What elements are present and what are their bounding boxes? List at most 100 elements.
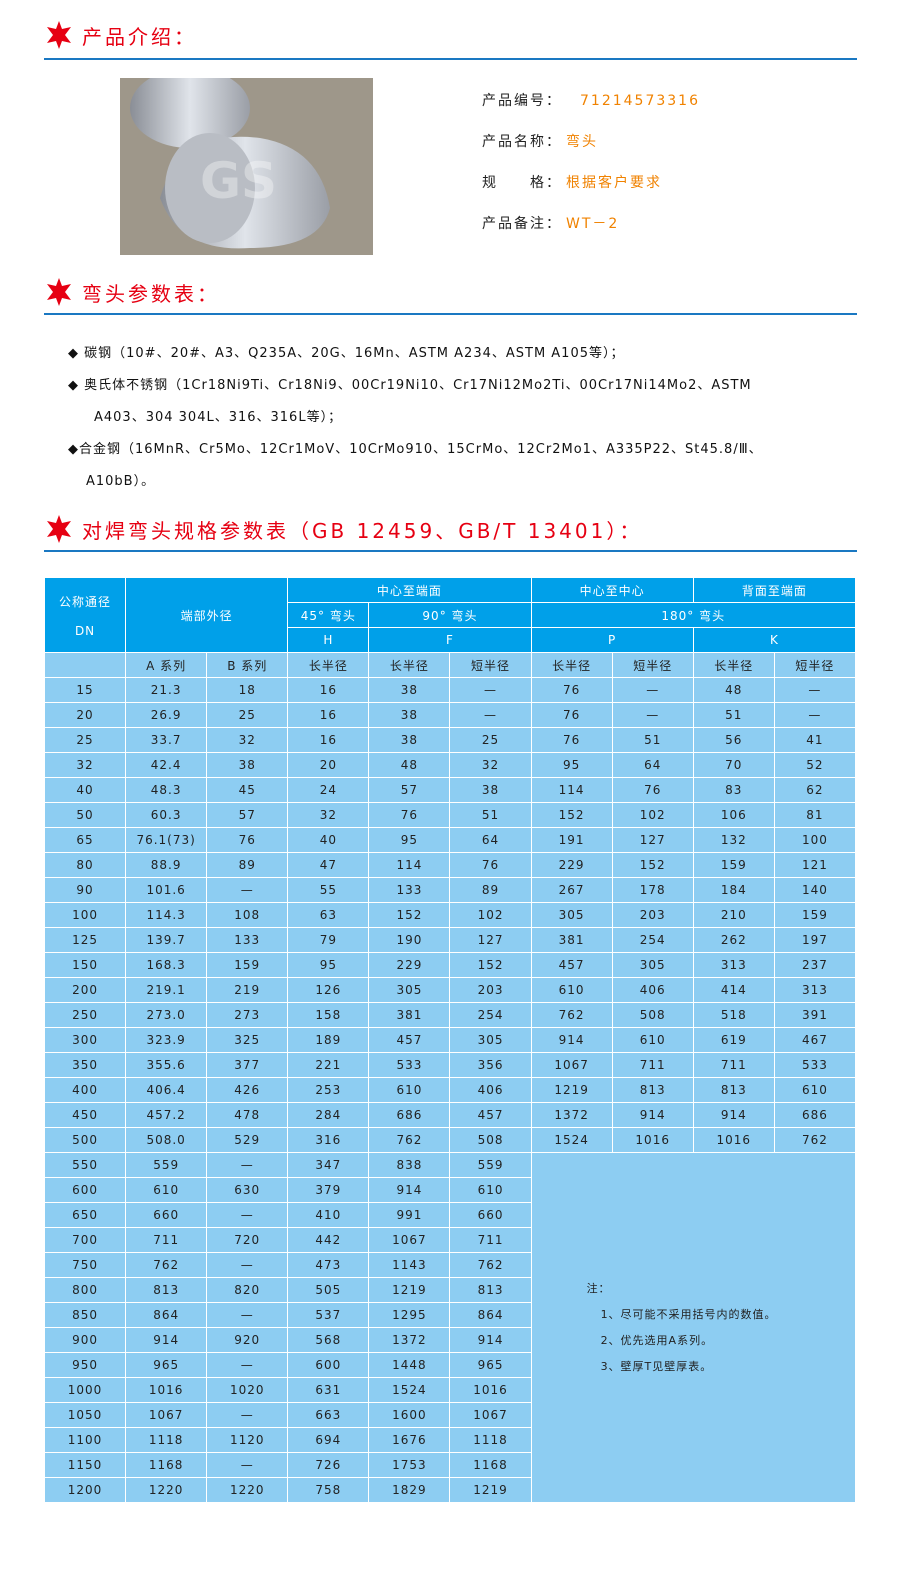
- table-cell: 914: [125, 1327, 208, 1353]
- table-cell: 478: [206, 1102, 289, 1128]
- table-cell: 457: [530, 952, 613, 978]
- header-H: H: [287, 627, 370, 653]
- table-row: 25 33.7 32 16 38 25 76 51 56 41: [43, 727, 857, 753]
- table-cell: 568: [287, 1327, 370, 1353]
- label: 产品编号：: [482, 93, 562, 109]
- table-cell: 1829: [368, 1477, 451, 1503]
- table-cell: 57: [368, 777, 451, 803]
- table-row: 1000 1016 1020 631 1524 1016: [43, 1377, 856, 1403]
- table-cell: 457: [368, 1027, 451, 1053]
- table-row: 600 610 630 379 914 610: [43, 1177, 856, 1203]
- table-cell: 323.9: [125, 1027, 208, 1053]
- table-cell: 1120: [206, 1427, 289, 1453]
- table-cell: —: [449, 677, 532, 703]
- table-cell: 1050: [43, 1402, 127, 1428]
- table-cell: 1016: [125, 1377, 208, 1403]
- table-cell: 52: [773, 752, 857, 778]
- table-cell: 711: [125, 1227, 208, 1253]
- table-cell: 150: [43, 952, 127, 978]
- table-cell: 762: [368, 1127, 451, 1153]
- table-cell: 1448: [368, 1352, 451, 1378]
- table-cell: 559: [449, 1152, 532, 1178]
- table-cell: 762: [773, 1127, 857, 1153]
- table-cell: 610: [368, 1077, 451, 1103]
- table-cell: 250: [43, 1002, 127, 1028]
- value: 71214573316: [580, 93, 700, 109]
- table-cell: 610: [449, 1177, 532, 1203]
- table-cell: 219.1: [125, 977, 208, 1003]
- table-cell: 467: [773, 1027, 857, 1053]
- table-cell: —: [206, 1252, 289, 1278]
- label: 产品名称：: [482, 134, 562, 150]
- table-cell: 813: [449, 1277, 532, 1303]
- table-cell: 100: [43, 902, 127, 928]
- table-cell: 125: [43, 927, 127, 953]
- table-cell: 25: [449, 727, 532, 753]
- table-cell: —: [449, 702, 532, 728]
- table-row: 250 273.0 273 158 381 254 762 508 518 391: [43, 1002, 857, 1028]
- table-cell: 159: [206, 952, 289, 978]
- table-cell: 152: [530, 802, 613, 828]
- table-cell: 64: [449, 827, 532, 853]
- header-F: F: [368, 627, 532, 653]
- table-cell: 32: [287, 802, 370, 828]
- table-cell: 38: [449, 777, 532, 803]
- table-cell: —: [206, 1452, 289, 1478]
- table-cell: 313: [773, 977, 857, 1003]
- table-cell: —: [206, 1202, 289, 1228]
- subheader-cell: A 系列: [125, 652, 208, 678]
- label: 产品备注：: [482, 216, 562, 232]
- table-cell: —: [206, 877, 289, 903]
- table-cell: 508: [449, 1127, 532, 1153]
- table-cell: 305: [611, 952, 694, 978]
- table-cell: 400: [43, 1077, 127, 1103]
- table-cell: 660: [125, 1202, 208, 1228]
- table-row: 15 21.3 18 16 38—76—48—: [43, 677, 857, 703]
- star-icon: [47, 278, 71, 306]
- table-cell: 377: [206, 1052, 289, 1078]
- table-cell: 158: [287, 1002, 370, 1028]
- table-row: 750 762—473 1143 762: [43, 1252, 856, 1278]
- info-row-name: 产品名称： 弯头: [482, 131, 598, 151]
- table-cell: 1168: [125, 1452, 208, 1478]
- table-row: 500 508.0 529 316 762 508 1524 1016 1016 762: [43, 1127, 857, 1153]
- material-stainless-cont: A403、304 304L、316、316L等）；: [94, 410, 343, 425]
- table-cell: 50: [43, 802, 127, 828]
- table-cell: 106: [692, 802, 775, 828]
- section-title-intro: 产品介绍：: [44, 20, 197, 50]
- header-90: 90° 弯头: [368, 602, 532, 628]
- table-cell: 813: [692, 1077, 775, 1103]
- table-cell: 81: [773, 802, 857, 828]
- table-cell: 500: [43, 1127, 127, 1153]
- info-row-spec: 规 格： 根据客户要求: [482, 172, 662, 192]
- table-cell: 920: [206, 1327, 289, 1353]
- table-cell: 76: [530, 677, 613, 703]
- table-cell: 32: [43, 752, 127, 778]
- table-cell: 813: [125, 1277, 208, 1303]
- table-cell: 694: [287, 1427, 370, 1453]
- table-cell: 1067: [368, 1227, 451, 1253]
- table-cell: 139.7: [125, 927, 208, 953]
- table-cell: 1168: [449, 1452, 532, 1478]
- table-cell: 62: [773, 777, 857, 803]
- table-cell: 40: [43, 777, 127, 803]
- table-cell: 914: [692, 1102, 775, 1128]
- table-cell: 16: [287, 727, 370, 753]
- table-cell: 965: [449, 1352, 532, 1378]
- table-cell: 1600: [368, 1402, 451, 1428]
- value: 弯头: [566, 134, 598, 150]
- table-cell: 820: [206, 1277, 289, 1303]
- table-cell: 127: [611, 827, 694, 853]
- table-cell: 1219: [368, 1277, 451, 1303]
- table-row: 65 76.1(73) 76 40 95 64 191 127 132 100: [43, 827, 857, 853]
- table-cell: —: [206, 1402, 289, 1428]
- table-cell: 325: [206, 1027, 289, 1053]
- table-cell: 720: [206, 1227, 289, 1253]
- section-title-spec: 对焊弯头规格参数表（GB 12459、GB/T 13401）：: [44, 514, 642, 544]
- table-row: 450 457.2 478 284 686 457 1372 914 914 686: [43, 1102, 857, 1128]
- value: 根据客户要求: [566, 175, 662, 191]
- table-cell: 381: [368, 1002, 451, 1028]
- table-cell: 457.2: [125, 1102, 208, 1128]
- table-cell: 313: [692, 952, 775, 978]
